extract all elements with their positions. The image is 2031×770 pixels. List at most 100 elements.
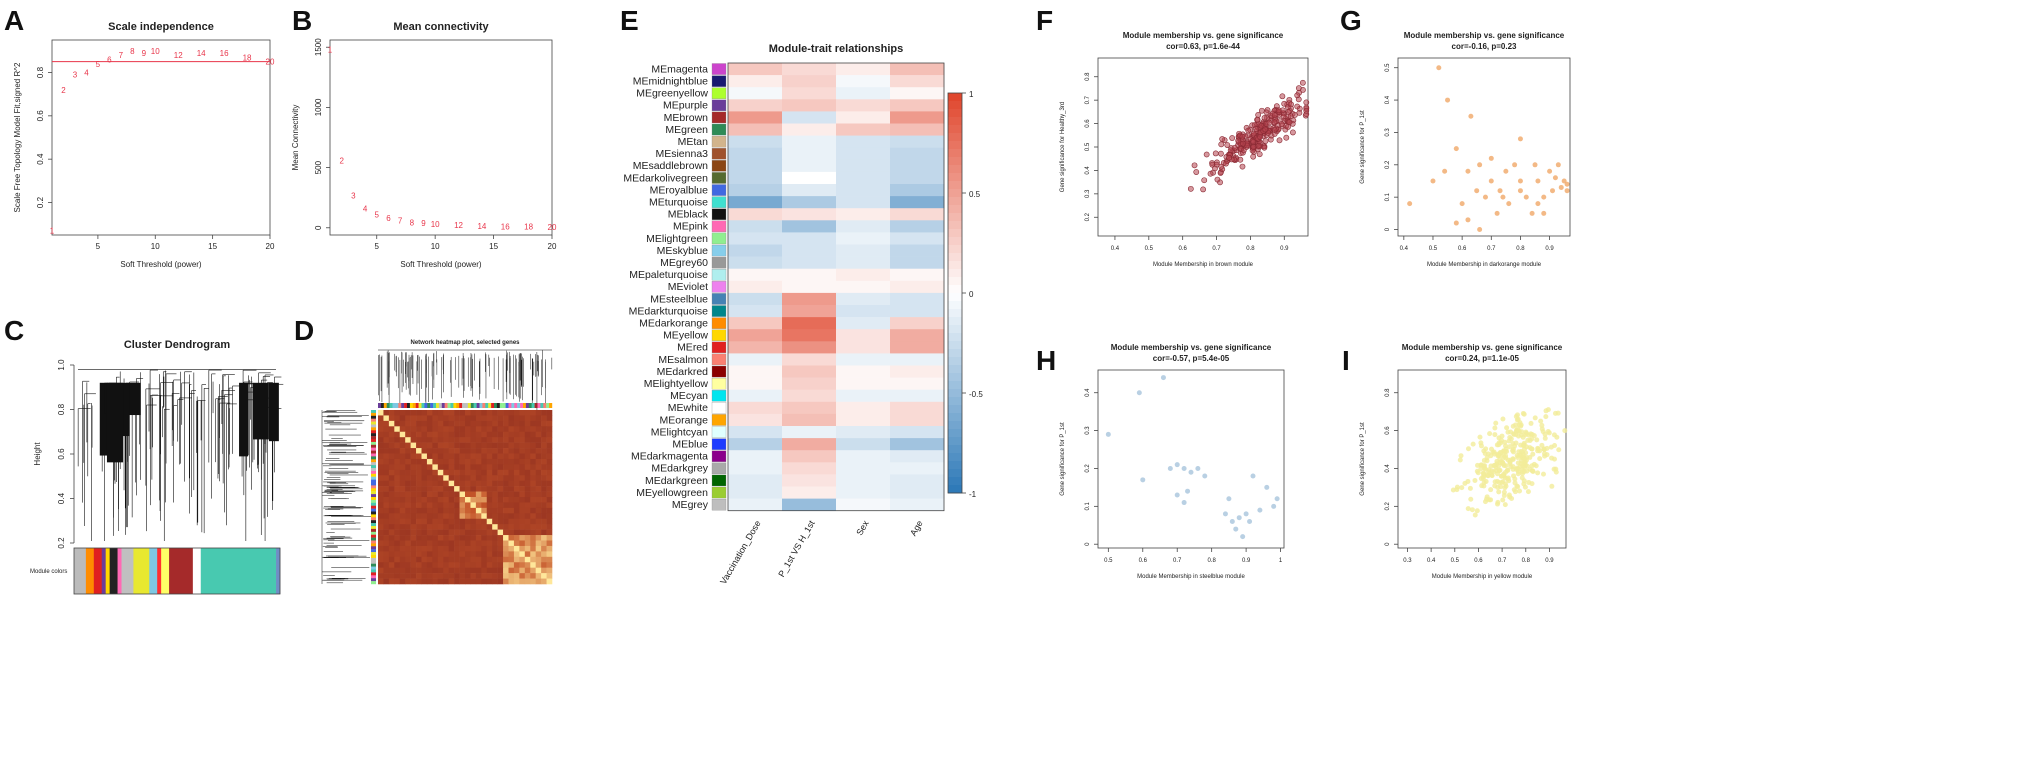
- D-heatmap-cell: [535, 540, 542, 547]
- D-heatmap-cell: [426, 420, 433, 427]
- D-heatmap-cell: [508, 567, 515, 574]
- E-row-color-swatch: [711, 402, 727, 414]
- D-heatmap-cell: [497, 573, 504, 579]
- D-heatmap-cell: [475, 410, 482, 416]
- E-heatmap-cell: [728, 99, 783, 112]
- E-colorbar-step: [948, 253, 962, 262]
- D-heatmap-cell: [416, 453, 422, 460]
- D-heatmap-cell: [416, 426, 422, 433]
- D-heatmap-cell: [443, 535, 449, 541]
- D-heatmap-cell: [465, 480, 471, 487]
- D-heatmap-cell: [388, 529, 395, 536]
- F-xtick-label: 0.8: [1246, 246, 1255, 252]
- E-heatmap-cell: [782, 389, 837, 403]
- D-heatmap-cell: [530, 486, 536, 492]
- D-heatmap-cell: [465, 529, 471, 536]
- E-heatmap-cell: [782, 341, 837, 354]
- D-heatmap-cell: [432, 431, 439, 438]
- D-heatmap-cell: [410, 502, 417, 509]
- D-module-color-cell: [465, 403, 469, 408]
- D-heatmap-cell: [492, 458, 498, 465]
- E-colorbar-step: [948, 317, 962, 326]
- F-point: [1240, 140, 1247, 147]
- D-heatmap-cell: [443, 431, 449, 438]
- E-colorbar-step: [948, 333, 962, 342]
- D-heatmap-cell: [486, 524, 493, 530]
- F-ytick-label: 0.5: [1085, 142, 1091, 151]
- D-heatmap-cell: [454, 415, 460, 422]
- D-heatmap-cell: [470, 410, 477, 416]
- D-heatmap-cell: [541, 524, 547, 530]
- D-heatmap-cell: [394, 507, 401, 514]
- E-row-label: MEwhite: [668, 402, 708, 414]
- F-point: [1226, 154, 1232, 161]
- E-row-color-swatch: [711, 377, 727, 390]
- E-heatmap-cell: [890, 135, 945, 148]
- I-point: [1543, 408, 1549, 414]
- D-heatmap-cell: [513, 426, 520, 433]
- D-heatmap-cell: [410, 442, 417, 449]
- D-heatmap-cell: [443, 507, 449, 514]
- E-row-color-swatch: [711, 498, 727, 511]
- D-heatmap-cell: [388, 507, 395, 514]
- D-heatmap-cell: [535, 518, 542, 525]
- D-heatmap-cell: [394, 453, 401, 460]
- D-module-color-cell: [371, 531, 376, 535]
- D-heatmap-cell: [508, 497, 515, 503]
- B-xlabel: Soft Threshold (power): [400, 260, 482, 269]
- D-heatmap-cell: [481, 578, 488, 585]
- D-heatmap-cell: [535, 529, 542, 536]
- D-heatmap-cell: [470, 529, 477, 536]
- E-colorbar-step: [948, 213, 962, 222]
- D-heatmap-cell: [399, 513, 406, 520]
- D-heatmap-cell: [524, 518, 531, 525]
- D-heatmap-cell: [524, 410, 531, 416]
- E-heatmap-cell: [836, 63, 891, 76]
- I-point: [1514, 412, 1520, 418]
- D-heatmap-cell: [497, 442, 504, 449]
- D-heatmap-cell: [513, 442, 520, 449]
- D-heatmap-cell: [546, 513, 553, 520]
- I-xtick-label: 0.9: [1545, 558, 1554, 564]
- D-heatmap-cell: [470, 420, 477, 427]
- D-heatmap-cell: [492, 410, 498, 416]
- I-title: Module membership vs. gene significance: [1402, 343, 1563, 352]
- D-heatmap-cell: [421, 458, 428, 465]
- G-ytick-label: 0.4: [1385, 95, 1391, 104]
- G-point: [1407, 201, 1413, 207]
- E-row-color-swatch: [711, 281, 727, 293]
- D-heatmap-cell: [519, 475, 526, 481]
- D-heatmap-cell: [405, 573, 411, 579]
- D-heatmap-cell: [492, 545, 498, 552]
- D-heatmap-cell: [503, 556, 509, 563]
- D-heatmap-cell: [443, 502, 449, 509]
- D-heatmap-cell: [524, 540, 531, 547]
- D-heatmap-cell: [470, 442, 477, 449]
- E-heatmap-cell: [836, 450, 891, 463]
- D-heatmap-cell: [492, 437, 498, 443]
- D-heatmap-cell: [421, 578, 428, 585]
- D-heatmap-cell: [454, 556, 460, 563]
- I-point: [1529, 463, 1535, 469]
- D-heatmap-cell: [421, 415, 428, 422]
- G-point: [1453, 220, 1459, 226]
- H-point: [1257, 507, 1263, 513]
- D-heatmap-cell: [437, 567, 444, 574]
- D-heatmap-cell: [459, 497, 466, 503]
- D-heatmap-cell: [513, 529, 520, 536]
- D-heatmap-cell: [378, 545, 384, 552]
- C-module-color-segment: [93, 548, 103, 594]
- E-row-label: MEdarkmagenta: [631, 451, 708, 463]
- D-heatmap-cell: [443, 426, 449, 433]
- H-xtick-label: 0.8: [1207, 558, 1216, 564]
- D-heatmap-cell: [546, 469, 553, 476]
- D-heatmap-cell: [497, 529, 504, 536]
- A-ytick-label: 0.4: [36, 153, 45, 165]
- D-heatmap-cell: [535, 578, 542, 585]
- D-heatmap-cell: [541, 573, 547, 579]
- D-heatmap-cell: [481, 556, 488, 563]
- D-heatmap-cell: [410, 513, 417, 520]
- G-xtick-label: 0.7: [1487, 246, 1496, 252]
- I-point: [1556, 447, 1562, 453]
- D-heatmap-cell: [405, 529, 411, 536]
